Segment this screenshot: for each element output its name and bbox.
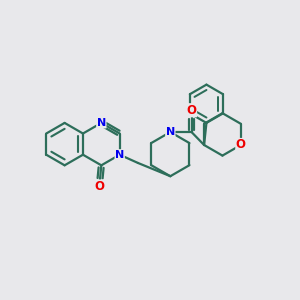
Text: O: O [187,104,196,117]
Text: O: O [236,139,246,152]
Text: N: N [97,118,106,128]
Text: N: N [166,127,175,137]
Text: O: O [95,180,105,193]
Text: N: N [115,150,124,160]
